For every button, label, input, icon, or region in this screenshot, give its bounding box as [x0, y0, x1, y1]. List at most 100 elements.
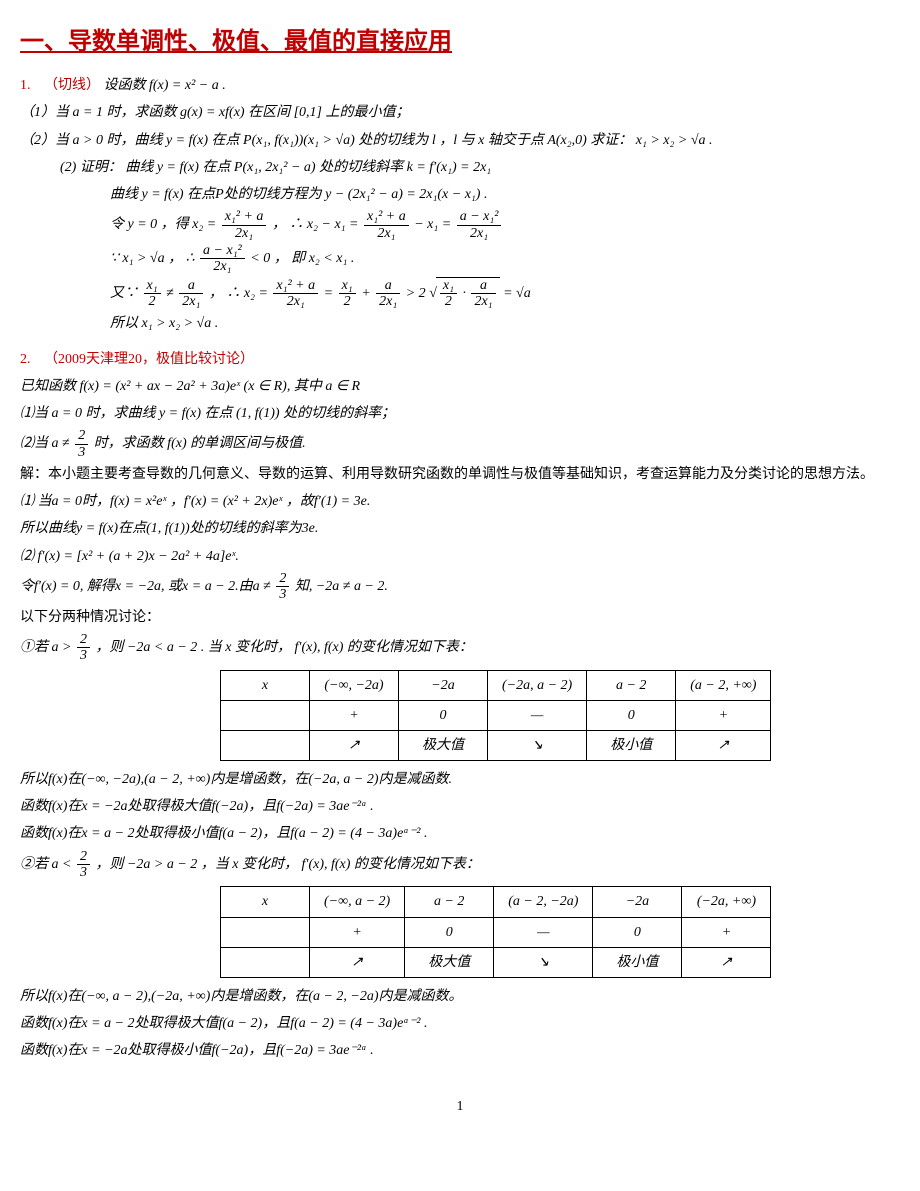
cell: +: [676, 700, 771, 730]
case1-a: ①若 a >: [20, 640, 75, 655]
case1-after1: 所以f(x)在(−∞, −2a),(a − 2, +∞)内是增函数，在(−2a,…: [20, 767, 900, 792]
case2-after2: 函数f(x)在x = a − 2处取得极大值f(a − 2)，且f(a − 2)…: [20, 1011, 900, 1036]
frac-den: 2x₁: [376, 294, 400, 309]
frac-num: a − x₁²: [457, 209, 502, 225]
p2-known: 已知函数 f(x) = (x² + ax − 2a² + 3a)eˣ (x ∈ …: [20, 374, 900, 399]
cell: +: [310, 700, 399, 730]
th-5: (−2a, +∞): [682, 887, 771, 917]
eq: =: [324, 286, 337, 301]
table-row: x (−∞, a − 2) a − 2 (a − 2, −2a) −2a (−2…: [221, 887, 771, 917]
table-row: + 0 — 0 +: [221, 700, 771, 730]
th-x: x: [221, 670, 310, 700]
frac-a-2x1: a2x₁: [179, 278, 203, 310]
p2-case1: ①若 a > 23 ，则 −2a < a − 2 . 当 x 变化时， f′(x…: [20, 632, 900, 664]
cell: ↗: [682, 947, 771, 977]
table-row: x (−∞, −2a) −2a (−2a, a − 2) a − 2 (a − …: [221, 670, 771, 700]
frac-5: x₁² + a2x₁: [273, 278, 318, 310]
cell: —: [494, 917, 593, 947]
frac-num: x₁² + a: [222, 209, 267, 225]
p1-intro: 设函数 f(x) = x² − a .: [104, 78, 226, 93]
l3-mid: ， ∴ x₂ − x₁ =: [272, 217, 362, 232]
th-2: −2a: [399, 670, 488, 700]
th-1: (−∞, a − 2): [310, 887, 405, 917]
p2-tag: （2009天津理20，极值比较讨论）: [44, 352, 254, 367]
l4-a: ∵ x₁ > √a ， ∴: [110, 251, 198, 266]
case2-after3: 函数f(x)在x = −2a处取得极小值f(−2a)，且f(−2a) = 3ae…: [20, 1038, 900, 1063]
l5-a: 又∵: [110, 286, 142, 301]
frac-num: 2: [75, 428, 88, 444]
p2-header: 2. （2009天津理20，极值比较讨论）: [20, 347, 900, 372]
case1-after3: 函数f(x)在x = a − 2处取得极小值f(a − 2)，且f(a − 2)…: [20, 821, 900, 846]
frac-num: x₁: [339, 278, 356, 294]
th-2: a − 2: [405, 887, 494, 917]
p2-sub1: ⑴当 a = 0 时，求曲线 y = f(x) 在点 (1, f(1)) 处的切…: [20, 401, 900, 426]
frac-den: 2x₁: [457, 226, 502, 241]
frac-den: 2x₁: [222, 226, 267, 241]
frac-x1-2: x₁2: [144, 278, 161, 310]
cell: 极小值: [587, 730, 676, 760]
frac-num: x₁² + a: [364, 209, 409, 225]
cell: 0: [593, 917, 682, 947]
th-4: −2a: [593, 887, 682, 917]
l5-d: = √a: [503, 286, 531, 301]
p1-sub1: （1）当 a = 1 时，求函数 g(x) = xf(x) 在区间 [0,1] …: [20, 100, 900, 125]
frac-den: 2x₁: [364, 226, 409, 241]
frac-den: 2x₁: [200, 259, 245, 274]
frac-7: a2x₁: [376, 278, 400, 310]
variation-table-2: x (−∞, a − 2) a − 2 (a − 2, −2a) −2a (−2…: [220, 886, 771, 978]
section-title: 一、导数单调性、极值、最值的直接应用: [20, 20, 900, 63]
cell-blank: [221, 730, 310, 760]
l3-a: 令 y = 0 ，得 x₂ =: [110, 217, 220, 232]
l5-b: ， ∴ x₂ =: [209, 286, 272, 301]
cell: —: [488, 700, 587, 730]
sub2-a: ⑵当 a ≠: [20, 436, 73, 451]
proof-label: (2) 证明：: [60, 160, 122, 175]
case2-a: ②若 a <: [20, 857, 75, 872]
frac-den: 3: [276, 587, 289, 602]
frac-num: a − x₁²: [200, 243, 245, 259]
frac-6: x₁2: [339, 278, 356, 310]
case1-after2: 函数f(x)在x = −2a处取得极大值f(−2a)，且f(−2a) = 3ae…: [20, 794, 900, 819]
frac-den: 3: [77, 865, 90, 880]
cell: 极小值: [593, 947, 682, 977]
frac-den: 3: [75, 445, 88, 460]
frac-num: x₁: [144, 278, 161, 294]
p1-header: 1. （切线） 设函数 f(x) = x² − a .: [20, 73, 900, 98]
frac-den: 2x₁: [471, 294, 495, 309]
s2b-b: 知, −2a ≠ a − 2.: [295, 579, 388, 594]
frac-num: x₁² + a: [273, 278, 318, 294]
cell: 极大值: [399, 730, 488, 760]
p1-proof-l5: 又∵ x₁2 ≠ a2x₁ ， ∴ x₂ = x₁² + a2x₁ = x₁2 …: [20, 277, 900, 310]
frac-num: a: [471, 278, 495, 294]
case2-after1: 所以f(x)在(−∞, a − 2),(−2a, +∞)内是增函数，在(a − …: [20, 984, 900, 1009]
frac-num: a: [376, 278, 400, 294]
frac-23-a: 23: [75, 428, 88, 460]
p1-proof-l6: 所以 x₁ > x₂ > √a .: [20, 311, 900, 336]
cell: ↗: [310, 730, 399, 760]
cell: ↗: [310, 947, 405, 977]
page-number: 1: [20, 1094, 900, 1119]
cell: 0: [587, 700, 676, 730]
p1-num: 1.: [20, 78, 31, 93]
frac-den: 2x₁: [273, 294, 318, 309]
cell-blank: [221, 947, 310, 977]
case2-b: ，则 −2a > a − 2 ，当 x 变化时， f′(x), f(x) 的变化…: [95, 857, 479, 872]
cell: 极大值: [405, 947, 494, 977]
cell: 0: [399, 700, 488, 730]
s2b-a: 令f′(x) = 0, 解得x = −2a, 或x = a − 2.由a ≠: [20, 579, 274, 594]
cell-blank: [221, 700, 310, 730]
frac-den: 2: [144, 294, 161, 309]
th-4: a − 2: [587, 670, 676, 700]
table-row: ↗ 极大值 ↘ 极小值 ↗: [221, 730, 771, 760]
th-5: (a − 2, +∞): [676, 670, 771, 700]
plus: +: [361, 286, 374, 301]
frac-23-d: 23: [77, 849, 90, 881]
cell: +: [682, 917, 771, 947]
variation-table-1: x (−∞, −2a) −2a (−2a, a − 2) a − 2 (a − …: [220, 670, 771, 762]
cell: ↗: [676, 730, 771, 760]
frac-2: x₁² + a2x₁: [364, 209, 409, 241]
cell: ↘: [488, 730, 587, 760]
p2-sub2: ⑵当 a ≠ 23 时，求函数 f(x) 的单调区间与极值.: [20, 428, 900, 460]
case1-b: ，则 −2a < a − 2 . 当 x 变化时， f′(x), f(x) 的变…: [95, 640, 472, 655]
frac-4: a − x₁²2x₁: [200, 243, 245, 275]
